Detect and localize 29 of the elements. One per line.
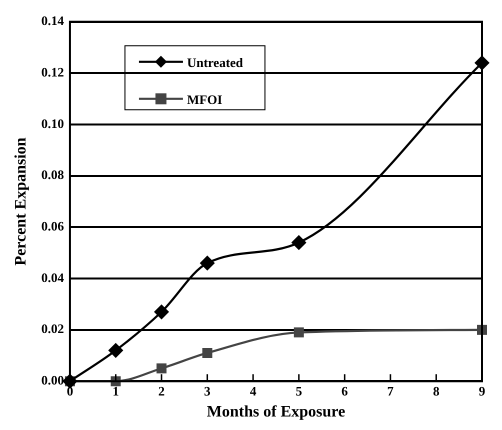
- point: [108, 343, 123, 358]
- point: [292, 235, 306, 250]
- point: [154, 304, 169, 319]
- legend-label: MFOI: [186, 92, 222, 108]
- x-tick-label: 3: [204, 383, 212, 398]
- x-tick-label: 5: [296, 383, 303, 398]
- x-tick-label: 2: [158, 383, 165, 398]
- x-tick-label: 9: [478, 383, 486, 398]
- x-tick-label: 1: [112, 383, 119, 398]
- y-tick-label: 0.10: [41, 116, 64, 131]
- y-tick-label: 0.08: [41, 167, 64, 182]
- point: [202, 348, 212, 358]
- y-tick-label: 0.14: [41, 13, 64, 28]
- x-tick-label: 4: [250, 383, 257, 398]
- y-tick-label: 0.02: [41, 321, 64, 336]
- x-tick-label: 0: [66, 383, 74, 398]
- point: [294, 327, 304, 338]
- y-tick-label: 0.04: [41, 270, 64, 285]
- point: [200, 256, 214, 270]
- x-tick-label: 7: [387, 383, 394, 398]
- legend-label: Untreated: [186, 55, 244, 70]
- x-axis-title: Months of Exposure: [206, 404, 346, 421]
- point: [156, 363, 167, 374]
- y-tick-label: 0.06: [41, 218, 64, 234]
- y-tick-label: 0.00: [41, 372, 64, 388]
- x-tick-label: 6: [341, 383, 348, 398]
- y-axis-title: Percent Expansion: [12, 137, 30, 266]
- y-tick-label: 0.12: [41, 64, 64, 80]
- x-tick-label: 8: [432, 383, 440, 398]
